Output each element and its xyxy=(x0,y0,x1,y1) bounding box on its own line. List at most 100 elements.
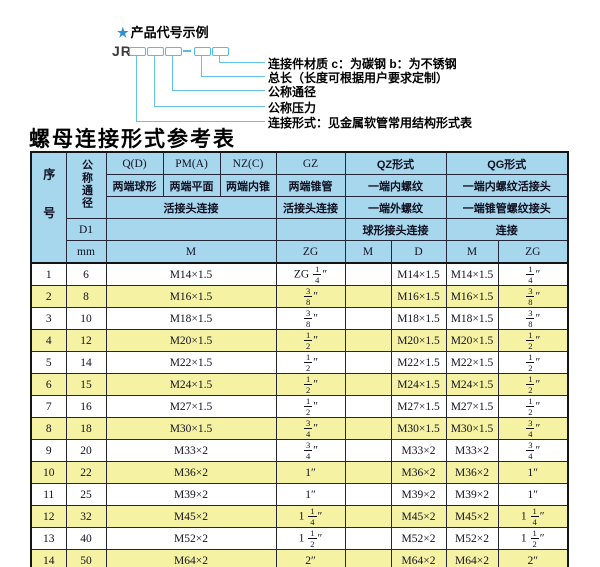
cell-m: M22×1.5 xyxy=(105,351,277,374)
cell-mm: 15 xyxy=(65,373,107,396)
cell-qz_m xyxy=(344,262,392,286)
cell-no: 8 xyxy=(30,417,67,440)
table-row: 10 22 M36×2 1″ M36×2 M36×2 1″ xyxy=(30,461,569,484)
cell-no: 10 xyxy=(30,461,67,484)
diagram-label-pressure: 公称压力 xyxy=(268,101,317,115)
cell-gz: 1 2 ″ xyxy=(275,373,346,396)
cell-qg_m: M33×2 xyxy=(445,439,499,462)
table-title: 螺母连接形式参考表 xyxy=(29,126,236,151)
cell-qg_m: M36×2 xyxy=(445,461,499,484)
cell-qz_d: M33×2 xyxy=(390,439,447,462)
cell-mm: 20 xyxy=(65,439,107,462)
cell-qz_d: M45×2 xyxy=(390,505,447,528)
cell-gz: 1 1 2 ″ xyxy=(275,527,346,550)
cell-no: 14 xyxy=(30,549,67,567)
cell-m: M18×1.5 xyxy=(105,307,277,330)
cell-qz_m xyxy=(344,307,392,330)
code-box-5 xyxy=(212,47,229,56)
code-box-4 xyxy=(194,47,211,56)
header-zg: ZG xyxy=(275,240,346,264)
cell-qg_m: M16×1.5 xyxy=(445,285,499,308)
cell-mm: 18 xyxy=(65,417,107,440)
star-icon: ★ xyxy=(117,25,129,40)
header-qg-zg: ZG xyxy=(497,240,569,264)
reference-table-wrap: 序号 公称通径 Q(D) PM(A) NZ(C) GZ QZ形式 QG形式 两端… xyxy=(30,151,569,567)
header-blank-gz xyxy=(275,218,346,241)
cell-mm: 50 xyxy=(65,549,107,567)
cell-mm: 25 xyxy=(65,483,107,506)
diagram-label-material: 连接件材质 c：为碳钢 b：为不锈钢 xyxy=(268,57,457,71)
table-body: 1 6 M14×1.5 ZG 1 4 ″ M14×1.5 M14×1.5 1 4 ″ 2 8 M16×1.… xyxy=(30,262,569,567)
cell-qz_m xyxy=(344,549,392,567)
cell-m: M33×2 xyxy=(105,439,277,462)
header-col-q: Q(D) xyxy=(105,151,164,175)
connector-line-1 xyxy=(219,56,265,63)
cell-qg_zg: 1 1 4 ″ xyxy=(497,505,569,528)
cell-qz_m xyxy=(344,505,392,528)
cell-qz_d: M64×2 xyxy=(390,549,447,567)
cell-qg_zg: 1 2 ″ xyxy=(497,395,569,418)
cell-qz_m xyxy=(344,483,392,506)
cell-qz_m xyxy=(344,439,392,462)
cell-gz: 3 8 ″ xyxy=(275,307,346,330)
cell-m: M20×1.5 xyxy=(105,329,277,352)
cell-no: 4 xyxy=(30,329,67,352)
cell-qg_m: M30×1.5 xyxy=(445,417,499,440)
cell-qz_d: M30×1.5 xyxy=(390,417,447,440)
table-row: 3 10 M18×1.5 3 8 ″ M18×1.5 M18×1.5 3 8 ″ xyxy=(30,307,569,330)
table-row: 6 15 M24×1.5 1 2 ″ M24×1.5 M24×1.5 1 2 ″ xyxy=(30,373,569,396)
cell-qz_m xyxy=(344,527,392,550)
cell-mm: 40 xyxy=(65,527,107,550)
cell-mm: 32 xyxy=(65,505,107,528)
cell-qz_m xyxy=(344,351,392,374)
code-box-3 xyxy=(165,47,182,56)
cell-qz_d: M20×1.5 xyxy=(390,329,447,352)
cell-qg_zg: 1 1 2 ″ xyxy=(497,527,569,550)
cell-mm: 16 xyxy=(65,395,107,418)
cell-no: 6 xyxy=(30,373,67,396)
table-row: 13 40 M52×2 1 1 2 ″ M52×2 M52×2 1 1 2 ″ xyxy=(30,527,569,550)
code-box-2 xyxy=(147,47,164,56)
cell-qg_zg: 1″ xyxy=(497,483,569,506)
header-col-qg: QG形式 xyxy=(445,151,569,175)
cell-mm: 10 xyxy=(65,307,107,330)
cell-qg_m: M18×1.5 xyxy=(445,307,499,330)
table-row: 7 16 M27×1.5 1 2 ″ M27×1.5 M27×1.5 1 2 ″ xyxy=(30,395,569,418)
header-tongjing: 公称通径 xyxy=(65,151,107,219)
header-d1: D1 xyxy=(65,218,107,241)
cell-no: 1 xyxy=(30,262,67,286)
table-row: 8 18 M30×1.5 3 4 ″ M30×1.5 M30×1.5 3 4 ″ xyxy=(30,417,569,440)
cell-qz_m xyxy=(344,373,392,396)
table-row: 4 12 M20×1.5 1 2 ″ M20×1.5 M20×1.5 1 2 ″ xyxy=(30,329,569,352)
table-row: 14 50 M64×2 2″ M64×2 M64×2 2″ xyxy=(30,549,569,567)
cell-m: M36×2 xyxy=(105,461,277,484)
cell-no: 5 xyxy=(30,351,67,374)
cell-gz: 3 4 ″ xyxy=(275,417,346,440)
cell-qg_m: M45×2 xyxy=(445,505,499,528)
cell-qz_d: M39×2 xyxy=(390,483,447,506)
cell-qz_d: M18×1.5 xyxy=(390,307,447,330)
cell-gz: 1 1 4 ″ xyxy=(275,505,346,528)
table-row: 2 8 M16×1.5 3 8 ″ M16×1.5 M16×1.5 3 8 ″ xyxy=(30,285,569,308)
cell-m: M45×2 xyxy=(105,505,277,528)
cell-no: 7 xyxy=(30,395,67,418)
cell-mm: 22 xyxy=(65,461,107,484)
cell-qg_m: M20×1.5 xyxy=(445,329,499,352)
cell-gz: 1 2 ″ xyxy=(275,395,346,418)
header-qz-conn: 球形接头连接 xyxy=(344,218,447,241)
cell-mm: 12 xyxy=(65,329,107,352)
table-row: 9 20 M33×2 3 4 ″ M33×2 M33×2 3 4 ″ xyxy=(30,439,569,462)
cell-qz_m xyxy=(344,329,392,352)
cell-gz: 1 2 ″ xyxy=(275,329,346,352)
cell-qz_m xyxy=(344,395,392,418)
header-blank-m xyxy=(105,218,277,241)
cell-qg_m: M24×1.5 xyxy=(445,373,499,396)
code-dash xyxy=(183,50,191,53)
cell-qg_zg: 3 4 ″ xyxy=(497,417,569,440)
cell-qz_d: M22×1.5 xyxy=(390,351,447,374)
cell-qg_zg: 1 2 ″ xyxy=(497,373,569,396)
diagram-label-connection: 连接形式：见金属软管常用结构形式表 xyxy=(268,116,473,130)
cell-gz: 3 8 ″ xyxy=(275,285,346,308)
table-row: 5 14 M22×1.5 1 2 ″ M22×1.5 M22×1.5 1 2 ″ xyxy=(30,351,569,374)
